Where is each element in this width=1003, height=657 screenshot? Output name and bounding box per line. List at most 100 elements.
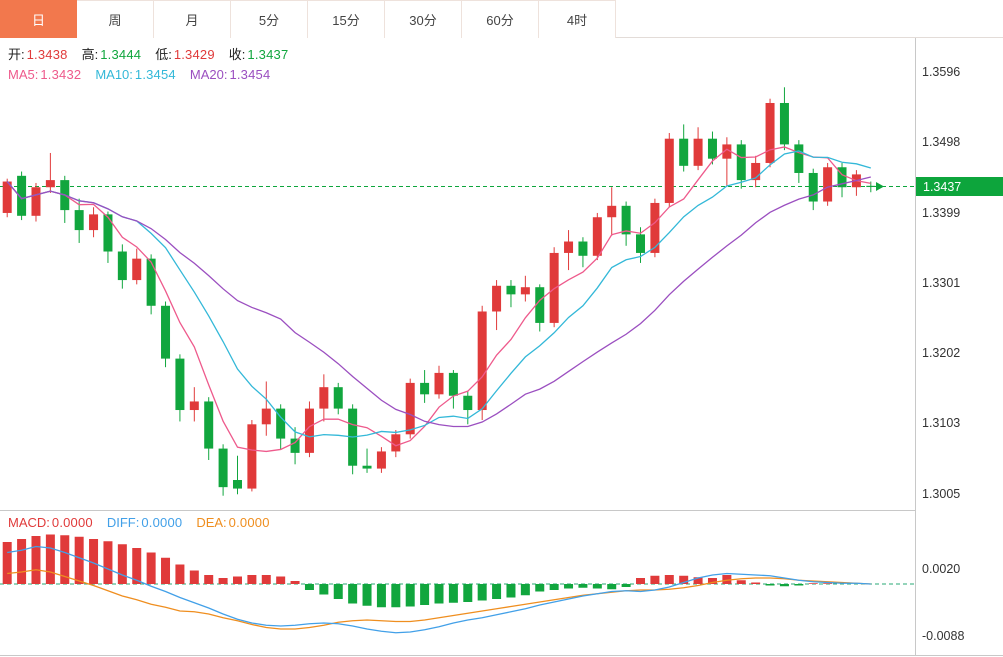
candle-body: [751, 162, 761, 181]
macd-bar: [247, 575, 257, 584]
info-label: DEA:: [196, 515, 227, 530]
info-label: 低:: [155, 47, 172, 62]
indicator-item: 开: 1.3438: [8, 44, 68, 63]
candle-body: [232, 480, 242, 489]
macd-bar: [146, 552, 156, 584]
indicator-item: MACD: 0.0000: [8, 515, 93, 530]
current-price-tag: 1.3437: [916, 177, 1003, 196]
macd-bar: [132, 548, 142, 584]
macd-bar: [578, 584, 588, 588]
macd-bar: [621, 584, 631, 587]
ma-readout: MA5: 1.3432 MA10: 1.3454 MA20: 1.3454: [8, 67, 270, 82]
macd-chart: [0, 534, 916, 634]
info-value: 1.3429: [173, 47, 215, 62]
macd-bar: [319, 584, 329, 595]
macd-bar: [31, 536, 41, 584]
candle-body: [779, 102, 789, 145]
candle-body: [161, 305, 171, 359]
candle-body: [448, 372, 458, 396]
macd-bar: [751, 582, 761, 584]
candle-body: [103, 214, 113, 252]
price-axis-tick: 1.3399: [922, 206, 961, 220]
candle-body: [607, 205, 617, 218]
period-tab-7[interactable]: 60分: [462, 0, 539, 38]
candle-body: [31, 187, 41, 216]
candle-body: [376, 451, 386, 469]
macd-bar: [304, 584, 314, 590]
macd-bar: [175, 564, 185, 584]
period-tab-6[interactable]: 30分: [385, 0, 462, 38]
candle-body: [808, 172, 818, 202]
macd-bar: [794, 584, 804, 586]
macd-bar: [549, 584, 559, 590]
candle-body: [290, 438, 300, 453]
price-axis-tick: 1.3202: [922, 346, 961, 360]
macd-bar: [17, 539, 27, 584]
candle-body: [319, 387, 329, 409]
ma10-line: [6, 150, 871, 438]
macd-bar: [664, 575, 674, 584]
candle-body: [664, 138, 674, 203]
info-value: 0.0000: [228, 515, 270, 530]
candle-body: [564, 241, 574, 253]
macd-bar: [89, 539, 99, 584]
candle-body: [304, 408, 314, 453]
info-value: 1.3432: [40, 67, 82, 82]
macd-bar: [477, 584, 487, 601]
candle-body: [405, 382, 415, 435]
dea-line: [7, 569, 871, 630]
macd-bar: [189, 570, 199, 584]
candle-body: [592, 217, 602, 256]
info-label: DIFF:: [106, 515, 140, 530]
indicator-item: DIFF: 0.0000: [107, 515, 182, 530]
info-value: 1.3454: [229, 67, 271, 82]
candle-body: [477, 311, 487, 411]
macd-bar: [376, 584, 386, 608]
macd-bar: [650, 575, 660, 584]
info-value: 0.0000: [141, 515, 183, 530]
indicator-item: MA5: 1.3432: [8, 67, 81, 82]
period-tab-3[interactable]: 月: [154, 0, 231, 38]
macd-histogram-layer: [2, 534, 833, 608]
candle-body: [434, 372, 444, 395]
info-value: 1.3454: [134, 67, 176, 82]
candle-body: [636, 234, 646, 253]
candle-body: [794, 144, 804, 173]
candle-body: [679, 138, 689, 166]
panel-divider: [0, 510, 1003, 511]
indicator-item: 高: 1.3444: [82, 44, 142, 63]
indicator-item: DEA: 0.0000: [196, 515, 269, 530]
candle-body: [866, 185, 876, 188]
macd-bar: [564, 584, 574, 589]
macd-bar: [463, 584, 473, 602]
candle-body: [736, 144, 746, 181]
macd-bar: [693, 577, 703, 584]
candle-body: [621, 205, 631, 235]
macd-bar: [434, 584, 444, 604]
period-tab-5[interactable]: 15分: [308, 0, 385, 38]
period-tab-8[interactable]: 4时: [539, 0, 616, 38]
macd-bar: [779, 584, 789, 587]
period-tab-4[interactable]: 5分: [231, 0, 308, 38]
candle-body: [247, 424, 257, 489]
info-value: 1.3444: [100, 47, 142, 62]
period-tab-1[interactable]: 日: [0, 0, 77, 38]
macd-bar: [161, 557, 171, 584]
indicator-item: 低: 1.3429: [155, 44, 215, 63]
candle-body: [218, 448, 228, 488]
candle-body: [837, 167, 847, 188]
period-tab-2[interactable]: 周: [77, 0, 154, 38]
candle-body: [520, 287, 530, 295]
diff-line: [7, 545, 871, 634]
candle-body: [45, 180, 55, 188]
ma20-line: [6, 176, 871, 428]
candle-body: [117, 251, 127, 281]
candle-body: [276, 408, 286, 439]
price-marker: [876, 182, 884, 191]
candle-body: [2, 181, 12, 213]
info-label: MACD:: [8, 515, 50, 530]
info-label: MA5:: [8, 67, 39, 82]
macd-bar: [276, 576, 286, 584]
candle-body: [362, 465, 372, 469]
chart-area[interactable]: 开: 1.3438 高: 1.3444 低: 1.3429 收: 1.3437 MA5: 1.3…: [0, 38, 916, 656]
